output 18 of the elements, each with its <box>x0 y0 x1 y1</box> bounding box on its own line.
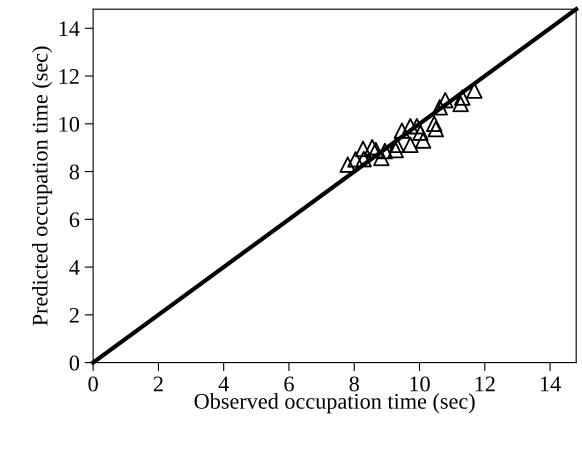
x-tick-label: 0 <box>88 376 98 392</box>
y-tick-label: 0 <box>70 356 80 371</box>
x-tick-label: 8 <box>350 376 359 392</box>
y-tick-label: 14 <box>60 21 80 36</box>
y-tick-label: 10 <box>60 116 80 132</box>
x-tick-label: 14 <box>540 376 561 392</box>
x-tick-label: 4 <box>218 376 229 392</box>
x-axis-title: Observed occupation time (sec) <box>194 393 475 414</box>
y-tick-label: 6 <box>70 212 80 228</box>
y-tick-label: 12 <box>60 69 79 84</box>
y-tick-label: 8 <box>70 164 80 180</box>
x-tick-label: 2 <box>154 376 163 392</box>
x-tick-label: 10 <box>410 376 430 392</box>
y-tick-label: 4 <box>69 260 80 275</box>
y-axis-title: Predicted occupation time (sec) <box>32 46 52 326</box>
x-tick-label: 12 <box>476 376 495 392</box>
y-tick-label: 2 <box>70 308 79 323</box>
x-tick-label: 6 <box>284 376 294 392</box>
